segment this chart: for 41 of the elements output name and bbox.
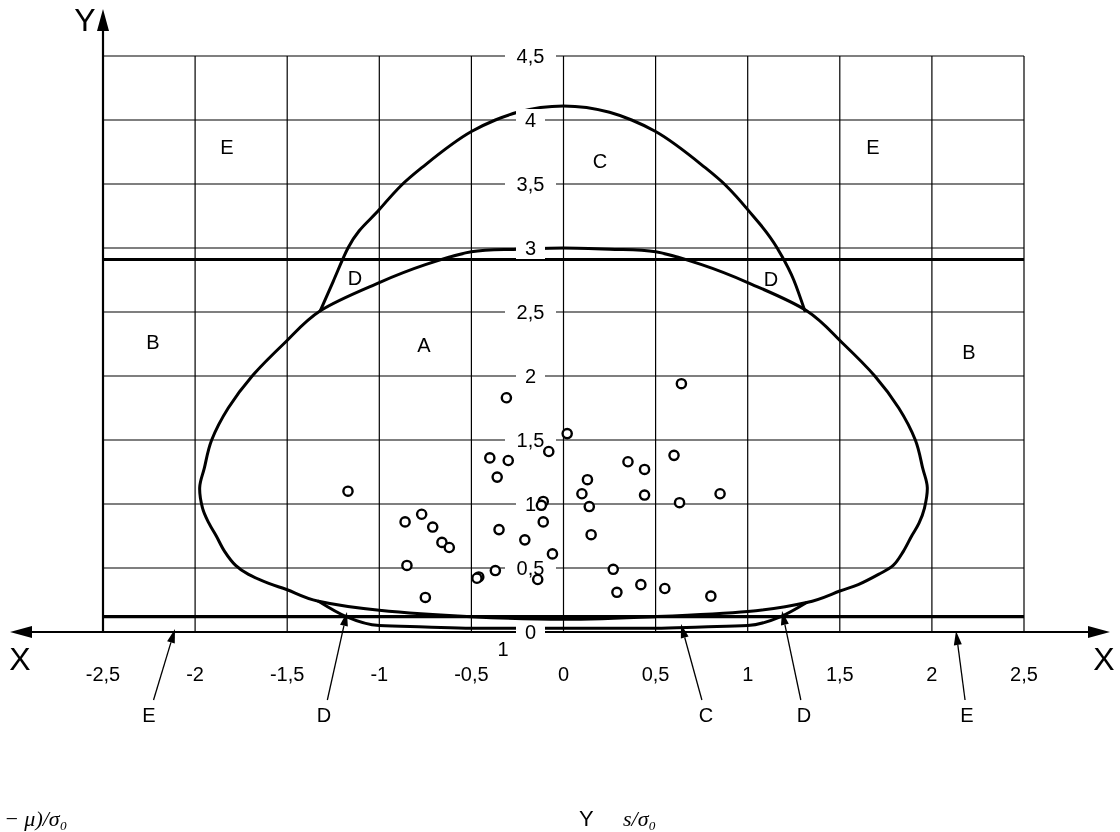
y-axis-title: Y xyxy=(74,2,96,38)
annotation: D xyxy=(763,268,779,290)
x-tick-label: -1,5 xyxy=(269,663,305,686)
x-tick-label: -2,5 xyxy=(85,663,121,686)
y-tick-label: 0 xyxy=(524,621,537,643)
x-tick-label: 1 xyxy=(742,663,754,686)
y-tick-label: 3,5 xyxy=(516,173,545,195)
text: s/σ₀ xyxy=(623,805,657,831)
y-tick-label: 0,5 xyxy=(516,557,545,579)
y-tick-label: 1 xyxy=(524,493,537,515)
x-tick-label: 2 xyxy=(926,663,938,686)
annotation: B xyxy=(146,331,160,353)
y-tick-label: 2,5 xyxy=(516,301,545,323)
annotation: D xyxy=(347,267,363,289)
annotation: A xyxy=(417,334,432,356)
text: E xyxy=(142,704,156,726)
y-tick-label: 2 xyxy=(524,365,537,387)
x-tick-label: 1,5 xyxy=(825,663,854,686)
text: C xyxy=(698,704,714,726)
x-tick-label: -1 xyxy=(370,663,389,686)
x-tick-label: -0,5 xyxy=(454,663,489,686)
y-tick-label: 4,5 xyxy=(516,45,545,67)
y-tick-label: 3 xyxy=(524,237,537,259)
x-tick-label: 0 xyxy=(557,663,570,686)
x-tick-label: -2 xyxy=(186,663,204,686)
text: − μ)/σ₀ xyxy=(4,805,68,831)
x-tick-label: 2,5 xyxy=(1010,663,1038,686)
x-tick-label: 0,5 xyxy=(641,663,670,686)
y-tick-label: 1,5 xyxy=(516,429,545,451)
x-axis-title: X xyxy=(1093,641,1115,677)
text: Y xyxy=(579,805,594,831)
annotation: E xyxy=(866,136,880,158)
text: X xyxy=(9,641,31,677)
text: D xyxy=(316,704,332,726)
annotation: B xyxy=(962,341,976,363)
y-tick-label: 4 xyxy=(524,109,537,131)
annotation: E xyxy=(220,136,234,158)
text: E xyxy=(960,704,974,726)
annotation: C xyxy=(592,150,608,172)
text: 1 xyxy=(497,638,509,660)
text: D xyxy=(796,704,812,726)
